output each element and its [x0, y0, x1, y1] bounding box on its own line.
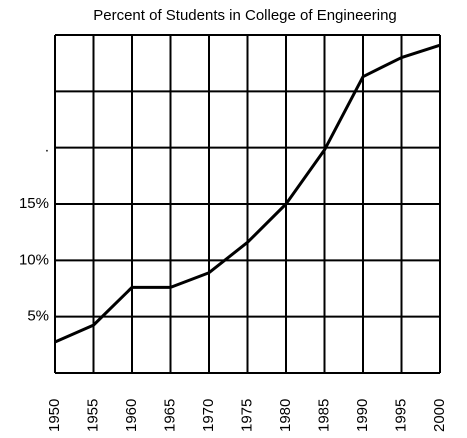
chart-title: Percent of Students in College of Engine… [93, 7, 397, 24]
x-tick-label: 1975 [238, 399, 255, 432]
x-tick-label: 1965 [161, 399, 178, 432]
x-tick-label: 1955 [84, 399, 101, 432]
y-tick-label: 5% [27, 308, 49, 325]
y-tick-label: 10% [19, 251, 49, 268]
x-tick-label: 1970 [200, 399, 217, 432]
x-tick-label: 1995 [392, 399, 409, 432]
x-tick-label: 1950 [46, 399, 63, 432]
x-tick-label: 1960 [123, 399, 140, 432]
y-tick-label: . [45, 139, 49, 156]
y-tick-label: 15% [19, 195, 49, 212]
x-tick-label: 1980 [277, 399, 294, 432]
data-line [54, 43, 441, 344]
x-tick-label: 1985 [315, 399, 332, 432]
x-tick-label: 2000 [431, 399, 448, 432]
x-tick-label: 1990 [354, 399, 371, 432]
